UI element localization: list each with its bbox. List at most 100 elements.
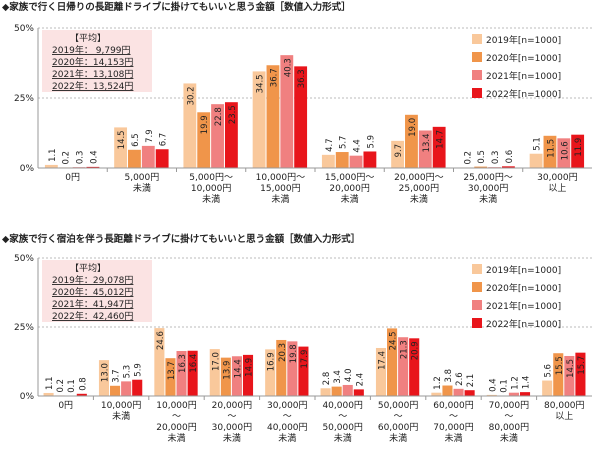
bar	[142, 146, 155, 168]
value-label: 17.9	[300, 350, 310, 369]
value-label: 1.2	[433, 376, 443, 390]
value-label: 0.2	[56, 379, 66, 393]
average-line: 2020年：14,153円	[52, 56, 133, 68]
bar	[530, 154, 543, 168]
bar	[332, 387, 342, 396]
value-label: 36.3	[297, 69, 307, 88]
average-line: 2020年：45,012円	[52, 286, 133, 298]
x-tick-line: 未満	[341, 193, 359, 205]
value-label: 1.1	[48, 148, 58, 162]
x-tick-line: 80,000円	[489, 422, 530, 433]
x-tick-line: 10,000円～	[256, 172, 306, 183]
value-label: 0.3	[491, 151, 501, 165]
value-label: 13.7	[167, 361, 177, 380]
bar	[132, 380, 142, 396]
value-label: 13.0	[100, 363, 110, 382]
x-tick-line: 未満	[133, 182, 151, 194]
x-tick-label: 10,000円～20,000円未満	[156, 400, 197, 444]
bar	[343, 385, 353, 396]
legend-label: 2019年[n=1000]	[486, 264, 561, 276]
x-tick-label: 40,000円～50,000円未満	[322, 400, 363, 444]
bar	[128, 150, 141, 168]
x-tick-line: 10,000円	[101, 400, 142, 411]
legend-label: 2020年[n=1000]	[486, 282, 561, 294]
x-tick-label: 5,000円～10,000円未満	[189, 172, 233, 205]
legend-label: 2021年[n=1000]	[486, 70, 561, 82]
legend-swatch	[472, 300, 482, 310]
value-label: 2.6	[455, 372, 465, 386]
value-label: 1.2	[510, 376, 520, 390]
x-tick-line: ～	[227, 412, 236, 422]
x-tick-line: 15,000円	[260, 183, 301, 194]
value-label: 0.4	[89, 150, 99, 164]
x-tick-line: 20,000円～	[394, 172, 444, 183]
x-tick-label: 80,000円以上	[544, 400, 585, 422]
value-label: 5.1	[533, 137, 543, 151]
value-label: 40.3	[283, 58, 293, 77]
value-label: 36.7	[269, 68, 279, 87]
value-label: 24.5	[389, 331, 399, 350]
value-label: 17.0	[211, 352, 221, 371]
x-tick-label: 10,000円～15,000円未満	[256, 172, 306, 205]
x-tick-line: 未満	[223, 432, 241, 444]
value-label: 0.8	[78, 377, 88, 391]
value-label: 19.8	[289, 344, 299, 363]
x-tick-line: 未満	[389, 432, 407, 444]
bar	[465, 390, 475, 396]
value-label: 3.8	[444, 369, 454, 383]
x-tick-line: 0円	[58, 400, 73, 411]
x-tick-line: 70,000円	[433, 422, 474, 433]
value-label: 1.1	[45, 376, 55, 390]
legend-label: 2022年[n=1000]	[486, 88, 561, 100]
value-label: 11.9	[574, 138, 584, 157]
value-label: 14.9	[245, 358, 255, 377]
value-label: 20.3	[278, 343, 288, 362]
value-label: 4.0	[344, 368, 354, 382]
x-tick-line: 未満	[334, 432, 352, 444]
bar	[121, 381, 131, 396]
average-line: 2021年：13,108円	[52, 68, 133, 80]
value-label: 20.9	[411, 341, 421, 360]
x-tick-line: 80,000円	[544, 400, 585, 411]
x-tick-label: 10,000円未満	[101, 400, 142, 422]
value-label: 19.0	[408, 118, 418, 137]
value-label: 13.9	[222, 361, 232, 380]
bar	[350, 156, 363, 168]
bar	[363, 151, 376, 168]
x-tick-label: 5,000円未満	[124, 172, 159, 194]
value-label: 19.9	[200, 115, 210, 134]
x-tick-line: 未満	[410, 193, 428, 205]
x-tick-label: 25,000円～30,000円未満	[463, 172, 513, 205]
legend-swatch	[472, 34, 482, 44]
value-label: 13.4	[422, 133, 432, 152]
x-tick-label: 15,000円～20,000円未満	[325, 172, 375, 205]
value-label: 6.7	[159, 133, 169, 147]
chart-title: ◆家族で行く宿泊を伴う長距離ドライブに掛けてもいいと思う金額［数値入力形式］	[2, 233, 360, 245]
x-tick-line: ～	[449, 412, 458, 422]
legend-label: 2022年[n=1000]	[486, 318, 561, 330]
value-label: 2.8	[322, 372, 332, 386]
average-line: 2019年：29,078円	[52, 274, 133, 286]
value-label: 14.7	[436, 130, 446, 149]
average-line: 2022年：13,524円	[52, 80, 133, 92]
bar	[321, 388, 331, 396]
value-label: 5.3	[123, 365, 133, 379]
value-label: 5.9	[366, 135, 376, 149]
x-tick-line: 60,000円	[378, 422, 419, 433]
bar	[442, 386, 452, 396]
x-tick-line: 未満	[112, 410, 130, 422]
x-tick-label: 70,000円～80,000円未満	[489, 400, 530, 444]
average-title: 【平均】	[70, 32, 106, 44]
x-tick-line: 未満	[444, 432, 462, 444]
value-label: 17.4	[377, 351, 387, 370]
x-tick-line: 25,000円～	[463, 172, 513, 183]
x-tick-line: 70,000円	[489, 400, 530, 411]
x-tick-line: 以上	[548, 183, 566, 194]
average-line: 2021年：41,947円	[52, 298, 133, 310]
x-tick-line: 60,000円	[433, 400, 474, 411]
value-label: 21.3	[400, 340, 410, 359]
x-tick-line: 30,000円	[468, 183, 509, 194]
x-tick-line: ～	[172, 412, 181, 422]
chart-title: ◆家族で行く日帰りの長距離ドライブに掛けてもいいと思う金額［数値入力形式］	[2, 1, 351, 13]
